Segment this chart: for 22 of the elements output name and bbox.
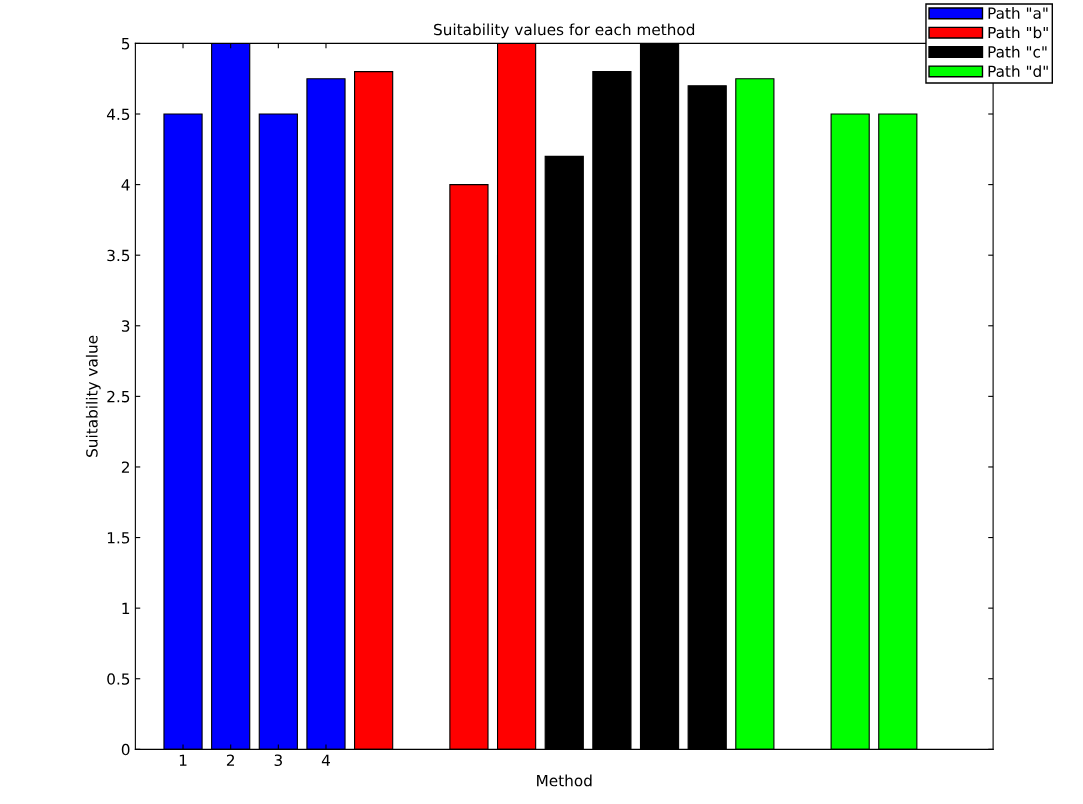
y-axis-title: Suitability value bbox=[85, 335, 101, 457]
y-tick-label: 4 bbox=[121, 179, 130, 191]
legend-label: Path "a" bbox=[988, 7, 1048, 19]
y-tick-label: 5 bbox=[121, 38, 130, 50]
x-tick-label: 3 bbox=[274, 754, 282, 767]
legend-label: Path "d" bbox=[988, 65, 1048, 78]
y-tick-label: 0.5 bbox=[107, 673, 130, 685]
x-tick-label: 4 bbox=[321, 754, 330, 766]
y-tick-label: 1 bbox=[122, 602, 130, 614]
y-tick-label: 3.5 bbox=[107, 249, 130, 262]
y-tick-label: 0 bbox=[121, 743, 130, 756]
x-tick-label: 2 bbox=[226, 754, 235, 766]
y-tick-label: 2 bbox=[121, 461, 129, 473]
legend-label: Path "b" bbox=[988, 26, 1048, 39]
x-tick-label: 1 bbox=[179, 754, 187, 766]
y-tick-label: 1.5 bbox=[107, 532, 130, 544]
legend-label: Path "c" bbox=[988, 45, 1047, 58]
x-axis-title: Method bbox=[537, 774, 592, 787]
y-tick-label: 2.5 bbox=[107, 390, 130, 403]
y-tick-label: 3 bbox=[121, 320, 130, 332]
chart-title: Suitability values for each method bbox=[434, 23, 695, 39]
y-tick-label: 4.5 bbox=[106, 108, 130, 121]
